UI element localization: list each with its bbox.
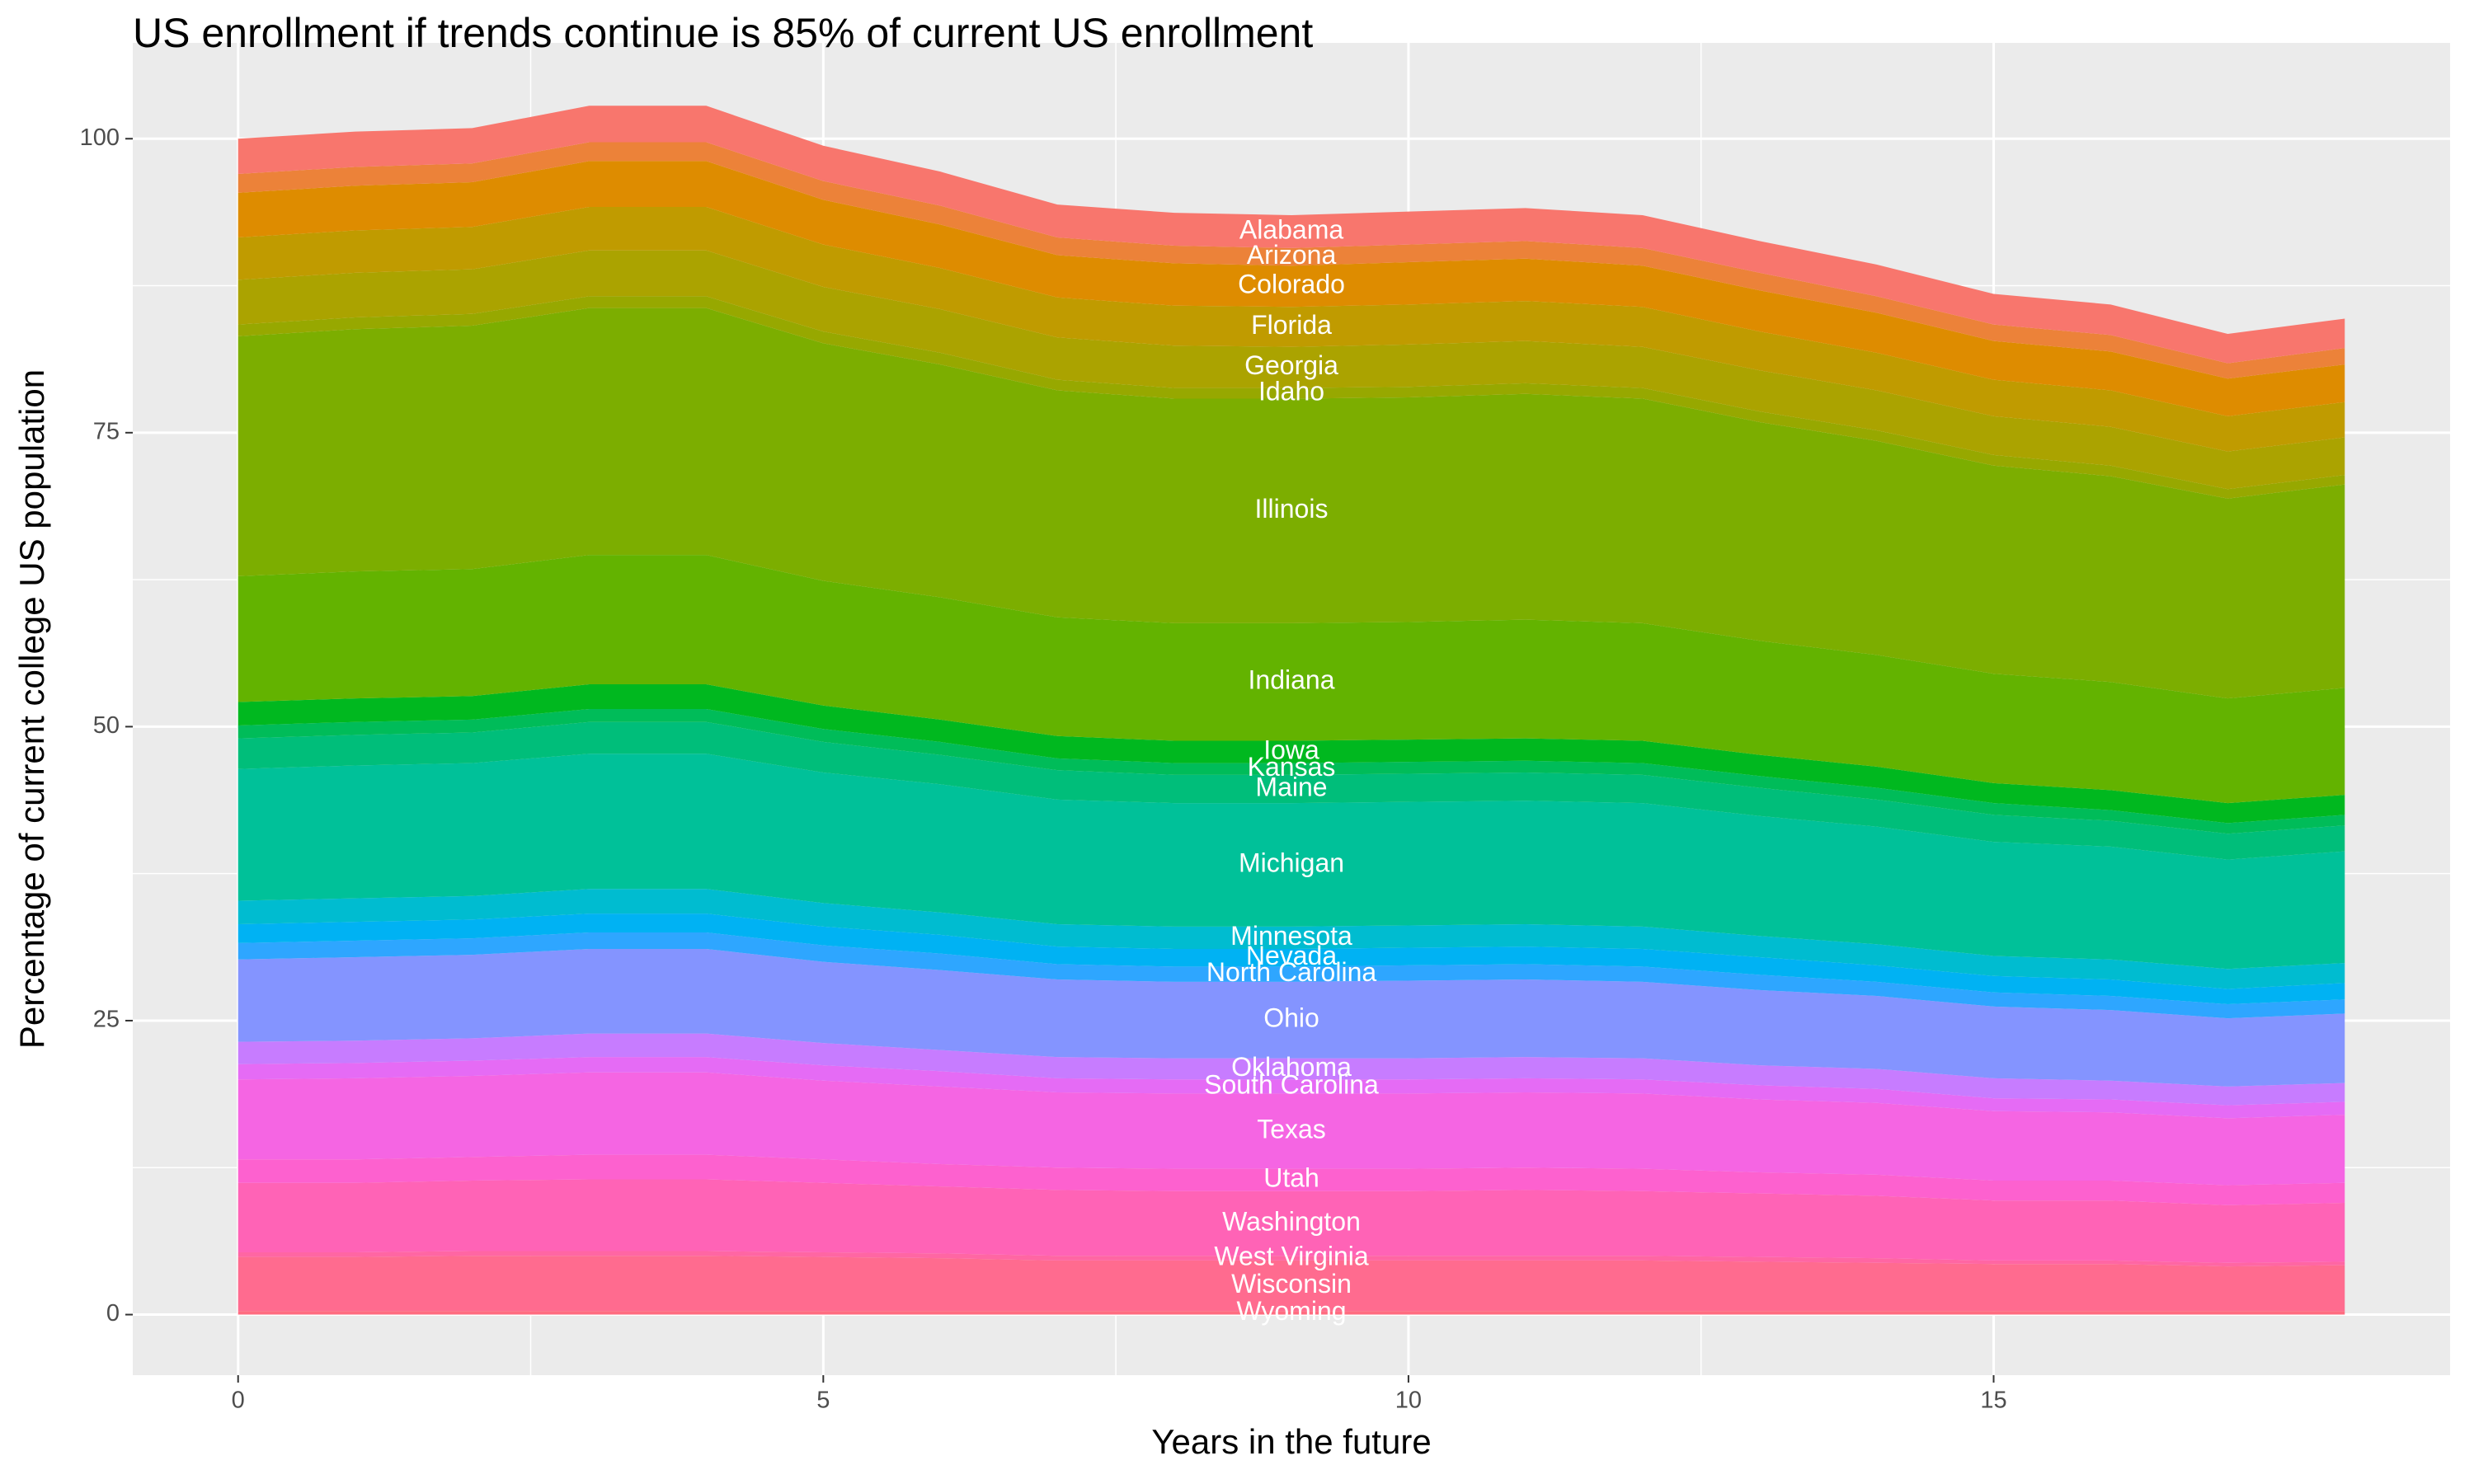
series-label: Colorado [1238,270,1345,299]
series-label: North Carolina [1206,957,1377,987]
area [238,106,2345,364]
series-label: Michigan [1239,848,1344,877]
y-tick-label: 50 [93,712,120,739]
area [238,1072,2345,1186]
area [238,932,2345,1019]
x-tick-label: 0 [232,1388,245,1414]
area [238,296,2345,499]
series-label: Florida [1251,310,1332,340]
series-label: Wyoming [1236,1296,1346,1326]
series-label: West Virginia [1214,1242,1369,1271]
series-label: Nevada [1246,941,1338,970]
series-label: Indiana [1249,665,1335,695]
area [238,948,2345,1087]
y-tick-label: 75 [93,418,120,444]
area [238,161,2345,416]
area [238,1256,2345,1312]
area [238,250,2345,490]
area [238,754,2345,970]
series-label: Arizona [1247,240,1337,270]
series-label: Ohio [1263,1003,1319,1033]
series-label: South Carolina [1204,1069,1379,1099]
series-label: Oklahoma [1231,1052,1352,1082]
area [238,709,2345,834]
area [238,555,2345,804]
area [238,1179,2345,1263]
y-axis-title: Percentage of current college US populat… [12,369,51,1049]
y-tick-label: 25 [93,1007,120,1033]
series-label: Maine [1255,772,1327,801]
y-tick-label: 100 [80,124,120,151]
area [238,721,2345,860]
area [238,1311,2345,1315]
series-label: Minnesota [1230,921,1352,951]
area [238,889,2345,989]
area [238,684,2345,824]
area [238,1033,2345,1106]
series-label: Illinois [1255,494,1329,524]
area [238,206,2345,452]
x-tick-label: 5 [816,1388,830,1414]
area [238,1057,2345,1119]
area [238,308,2345,699]
area [238,1251,2345,1267]
series-label: Alabama [1239,214,1344,244]
series-label: Iowa [1263,735,1319,765]
series-label: Washington [1222,1206,1361,1236]
area [238,1154,2345,1205]
series-label: Kansas [1248,752,1336,782]
series-label: Georgia [1244,350,1338,380]
area [238,142,2345,379]
y-tick-label: 0 [106,1300,120,1327]
x-axis-title: Years in the future [1151,1422,1431,1461]
series-label: Idaho [1258,376,1324,406]
series-label: Texas [1257,1114,1326,1144]
series-label: Utah [1263,1163,1319,1193]
series-label: Wisconsin [1231,1269,1352,1298]
area [238,913,2345,1005]
x-tick-label: 10 [1395,1388,1422,1414]
x-tick-label: 15 [1980,1388,2006,1414]
chart-title: US enrollment if trends continue is 85% … [133,10,1313,56]
